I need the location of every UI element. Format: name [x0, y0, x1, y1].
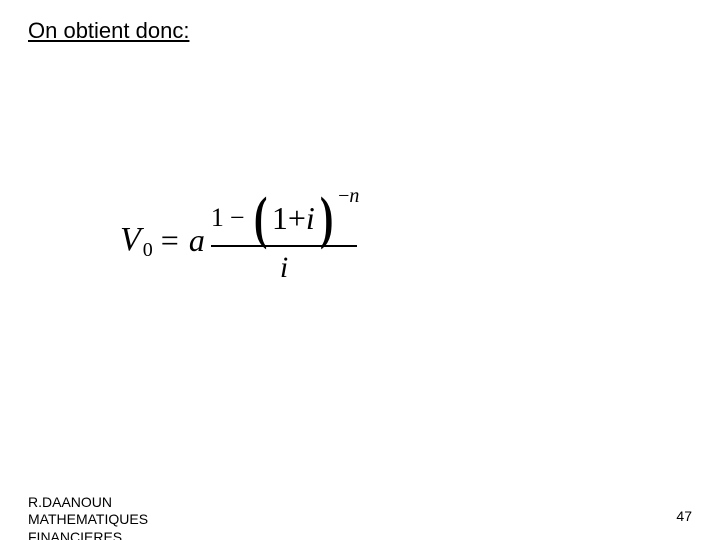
- lhs-subscript: 0: [143, 239, 153, 262]
- exp-var-n: n: [349, 185, 359, 207]
- lhs: V0: [120, 221, 153, 259]
- paren-group: ( 1+i ) −n: [251, 195, 358, 241]
- open-paren: (: [253, 195, 267, 241]
- slide-title: On obtient donc:: [28, 18, 189, 44]
- denominator: i: [280, 251, 288, 285]
- numerator: 1 − ( 1+i ) −n: [211, 195, 358, 241]
- exp-neg: −: [338, 185, 349, 207]
- num-minus: −: [230, 203, 245, 233]
- exponent: −n: [338, 185, 359, 208]
- paren-inner: 1+i: [270, 200, 317, 237]
- author-line-3: FINANCIERES: [28, 529, 148, 540]
- author-line-1: R.DAANOUN: [28, 494, 148, 512]
- close-paren: ): [320, 195, 334, 241]
- num-one: 1: [211, 203, 224, 233]
- fraction-bar: [211, 245, 358, 247]
- equals-sign: =: [161, 222, 179, 259]
- coefficient-a: a: [189, 222, 205, 259]
- lhs-var: V: [120, 221, 141, 259]
- author-line-2: MATHEMATIQUES: [28, 511, 148, 529]
- inner-one: 1: [272, 200, 288, 236]
- formula: V0 = a 1 − ( 1+i ) −n: [120, 195, 560, 285]
- formula-region: V0 = a 1 − ( 1+i ) −n: [120, 195, 560, 285]
- fraction: 1 − ( 1+i ) −n i: [211, 195, 358, 285]
- slide: On obtient donc: V0 = a 1 − ( 1+i ): [0, 0, 720, 540]
- inner-plus: +: [288, 200, 306, 236]
- footer-author: R.DAANOUN MATHEMATIQUES FINANCIERES: [28, 494, 148, 540]
- inner-var-i: i: [306, 200, 315, 236]
- page-number: 47: [676, 508, 692, 524]
